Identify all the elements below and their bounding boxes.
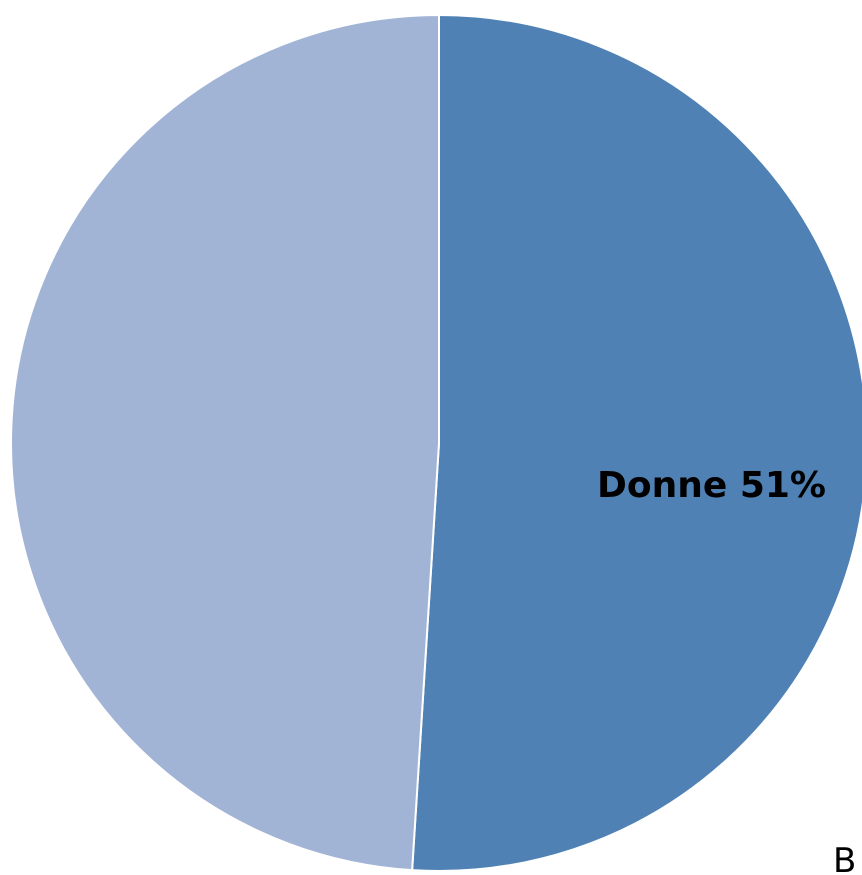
pie-slice-other-1 <box>10 13 440 872</box>
data-label-donne: Donne 51% <box>597 465 826 506</box>
pie-slice-donne <box>411 13 862 872</box>
pie-slices <box>10 13 862 872</box>
partial-text-b: B <box>833 841 856 875</box>
